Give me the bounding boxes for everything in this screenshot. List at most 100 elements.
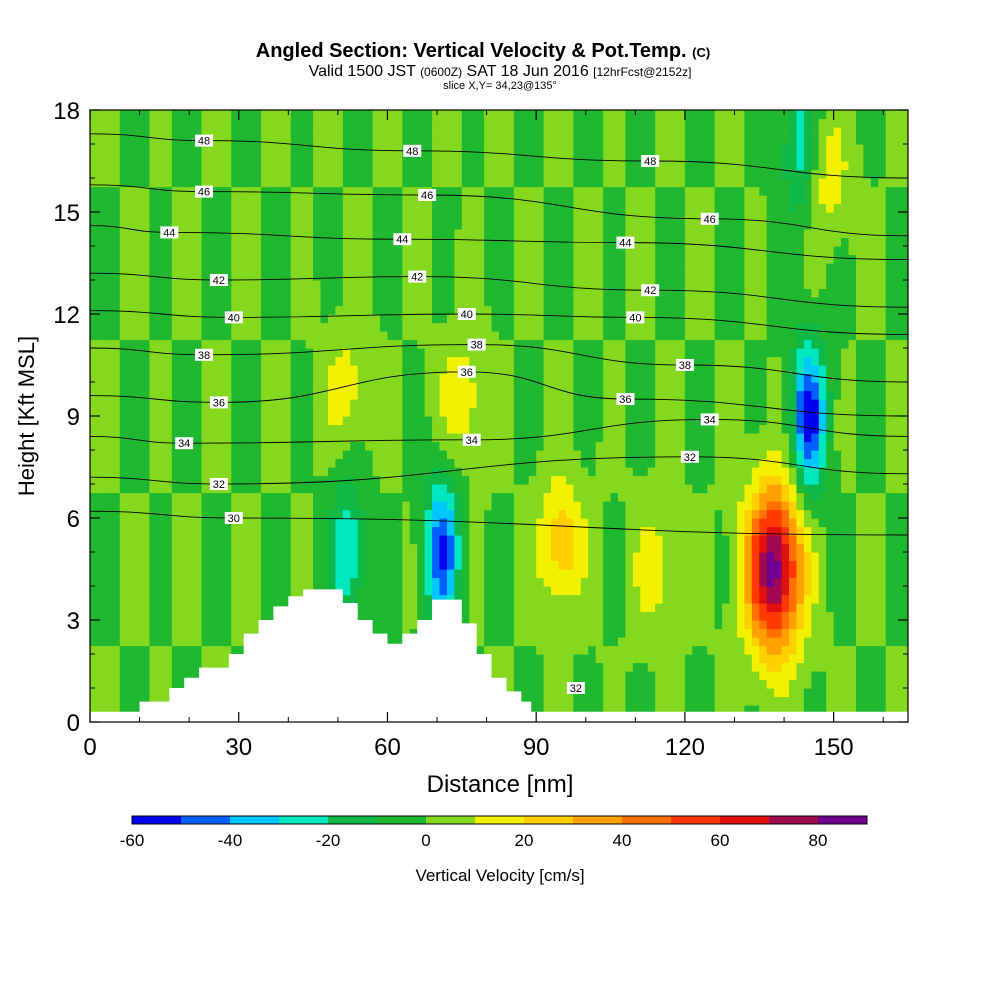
heatmap-cell xyxy=(142,569,151,579)
heatmap-cell xyxy=(320,577,329,587)
heatmap-cell xyxy=(692,696,701,706)
heatmap-cell xyxy=(149,467,158,477)
heatmap-cell xyxy=(484,348,493,358)
heatmap-cell xyxy=(610,501,619,511)
heatmap-cell xyxy=(513,679,522,689)
heatmap-cell xyxy=(655,475,664,485)
heatmap-cell xyxy=(818,416,827,426)
heatmap-cell xyxy=(372,399,381,409)
heatmap-cell xyxy=(729,373,738,383)
heatmap-cell xyxy=(97,356,106,366)
heatmap-cell xyxy=(558,348,567,358)
heatmap-cell xyxy=(766,348,775,358)
heatmap-cell xyxy=(387,501,396,511)
heatmap-cell xyxy=(565,365,574,375)
heatmap-cell xyxy=(127,484,136,494)
heatmap-cell xyxy=(580,535,589,545)
heatmap-cell xyxy=(625,696,634,706)
heatmap-cell xyxy=(446,586,455,596)
heatmap-cell xyxy=(186,373,195,383)
heatmap-cell xyxy=(90,416,99,426)
heatmap-cell xyxy=(97,365,106,375)
heatmap-cell xyxy=(536,433,545,443)
heatmap-cell xyxy=(588,645,597,655)
heatmap-cell xyxy=(729,509,738,519)
heatmap-cell xyxy=(580,390,589,400)
heatmap-cell xyxy=(409,535,418,545)
heatmap-cell xyxy=(454,552,463,562)
heatmap-cell xyxy=(781,492,790,502)
heatmap-cell xyxy=(387,458,396,468)
heatmap-cell xyxy=(617,696,627,706)
heatmap-cell xyxy=(692,475,701,485)
heatmap-cell xyxy=(194,586,203,596)
heatmap-cell xyxy=(573,654,582,664)
heatmap-cell xyxy=(387,399,396,409)
heatmap-cell xyxy=(870,662,879,672)
heatmap-cell xyxy=(885,705,894,715)
heatmap-cell xyxy=(513,620,522,630)
heatmap-cell xyxy=(97,645,106,655)
heatmap-cell xyxy=(617,552,627,562)
heatmap-cell xyxy=(134,560,143,570)
heatmap-cell xyxy=(588,433,597,443)
heatmap-cell xyxy=(528,611,537,621)
heatmap-cell xyxy=(692,492,701,502)
heatmap-cell xyxy=(513,628,522,638)
heatmap-cell xyxy=(655,433,664,443)
heatmap-cell xyxy=(268,509,277,519)
heatmap-cell xyxy=(803,475,812,485)
heatmap-cell xyxy=(372,365,381,375)
heatmap-cell xyxy=(394,433,403,443)
heatmap-cell xyxy=(513,450,522,460)
heatmap-cell xyxy=(186,424,195,434)
heatmap-cell xyxy=(469,467,478,477)
heatmap-cell xyxy=(692,407,701,417)
heatmap-cell xyxy=(134,509,143,519)
heatmap-cell xyxy=(446,441,455,451)
heatmap-cell xyxy=(833,424,842,434)
heatmap-cell xyxy=(893,484,902,494)
heatmap-cell xyxy=(223,373,232,383)
heatmap-cell xyxy=(699,671,708,681)
heatmap-cell xyxy=(283,577,292,587)
heatmap-cell xyxy=(357,586,366,596)
heatmap-cell xyxy=(536,543,545,553)
heatmap-cell xyxy=(275,365,284,375)
heatmap-cell xyxy=(268,424,277,434)
heatmap-cell xyxy=(201,450,210,460)
heatmap-cell xyxy=(342,577,351,587)
heatmap-cell xyxy=(350,526,359,536)
heatmap-cell xyxy=(684,518,693,528)
heatmap-cell xyxy=(327,501,337,511)
heatmap-cell xyxy=(699,501,708,511)
heatmap-cell xyxy=(506,586,515,596)
heatmap-cell xyxy=(149,603,158,613)
heatmap-cell xyxy=(253,441,262,451)
heatmap-cell xyxy=(350,382,359,392)
heatmap-cell xyxy=(766,645,775,655)
heatmap-cell xyxy=(863,620,872,630)
heatmap-cell xyxy=(142,526,151,536)
heatmap-cell xyxy=(670,594,679,604)
heatmap-cell xyxy=(350,373,359,383)
heatmap-cell xyxy=(357,603,366,613)
heatmap-cell xyxy=(625,348,634,358)
heatmap-cell xyxy=(551,679,560,689)
heatmap-cell xyxy=(164,399,173,409)
heatmap-cell xyxy=(699,577,708,587)
heatmap-cell xyxy=(216,373,225,383)
heatmap-cell xyxy=(610,705,619,715)
heatmap-cell xyxy=(156,416,165,426)
heatmap-cell xyxy=(275,535,284,545)
heatmap-cell xyxy=(759,424,768,434)
heatmap-cell xyxy=(789,594,798,604)
heatmap-cell xyxy=(424,577,433,587)
heatmap-cell xyxy=(744,365,753,375)
heatmap-cell xyxy=(536,492,545,502)
heatmap-cell xyxy=(603,467,612,477)
heatmap-cell xyxy=(283,365,292,375)
heatmap-cell xyxy=(670,552,679,562)
heatmap-cell xyxy=(699,560,708,570)
heatmap-cell xyxy=(446,390,455,400)
